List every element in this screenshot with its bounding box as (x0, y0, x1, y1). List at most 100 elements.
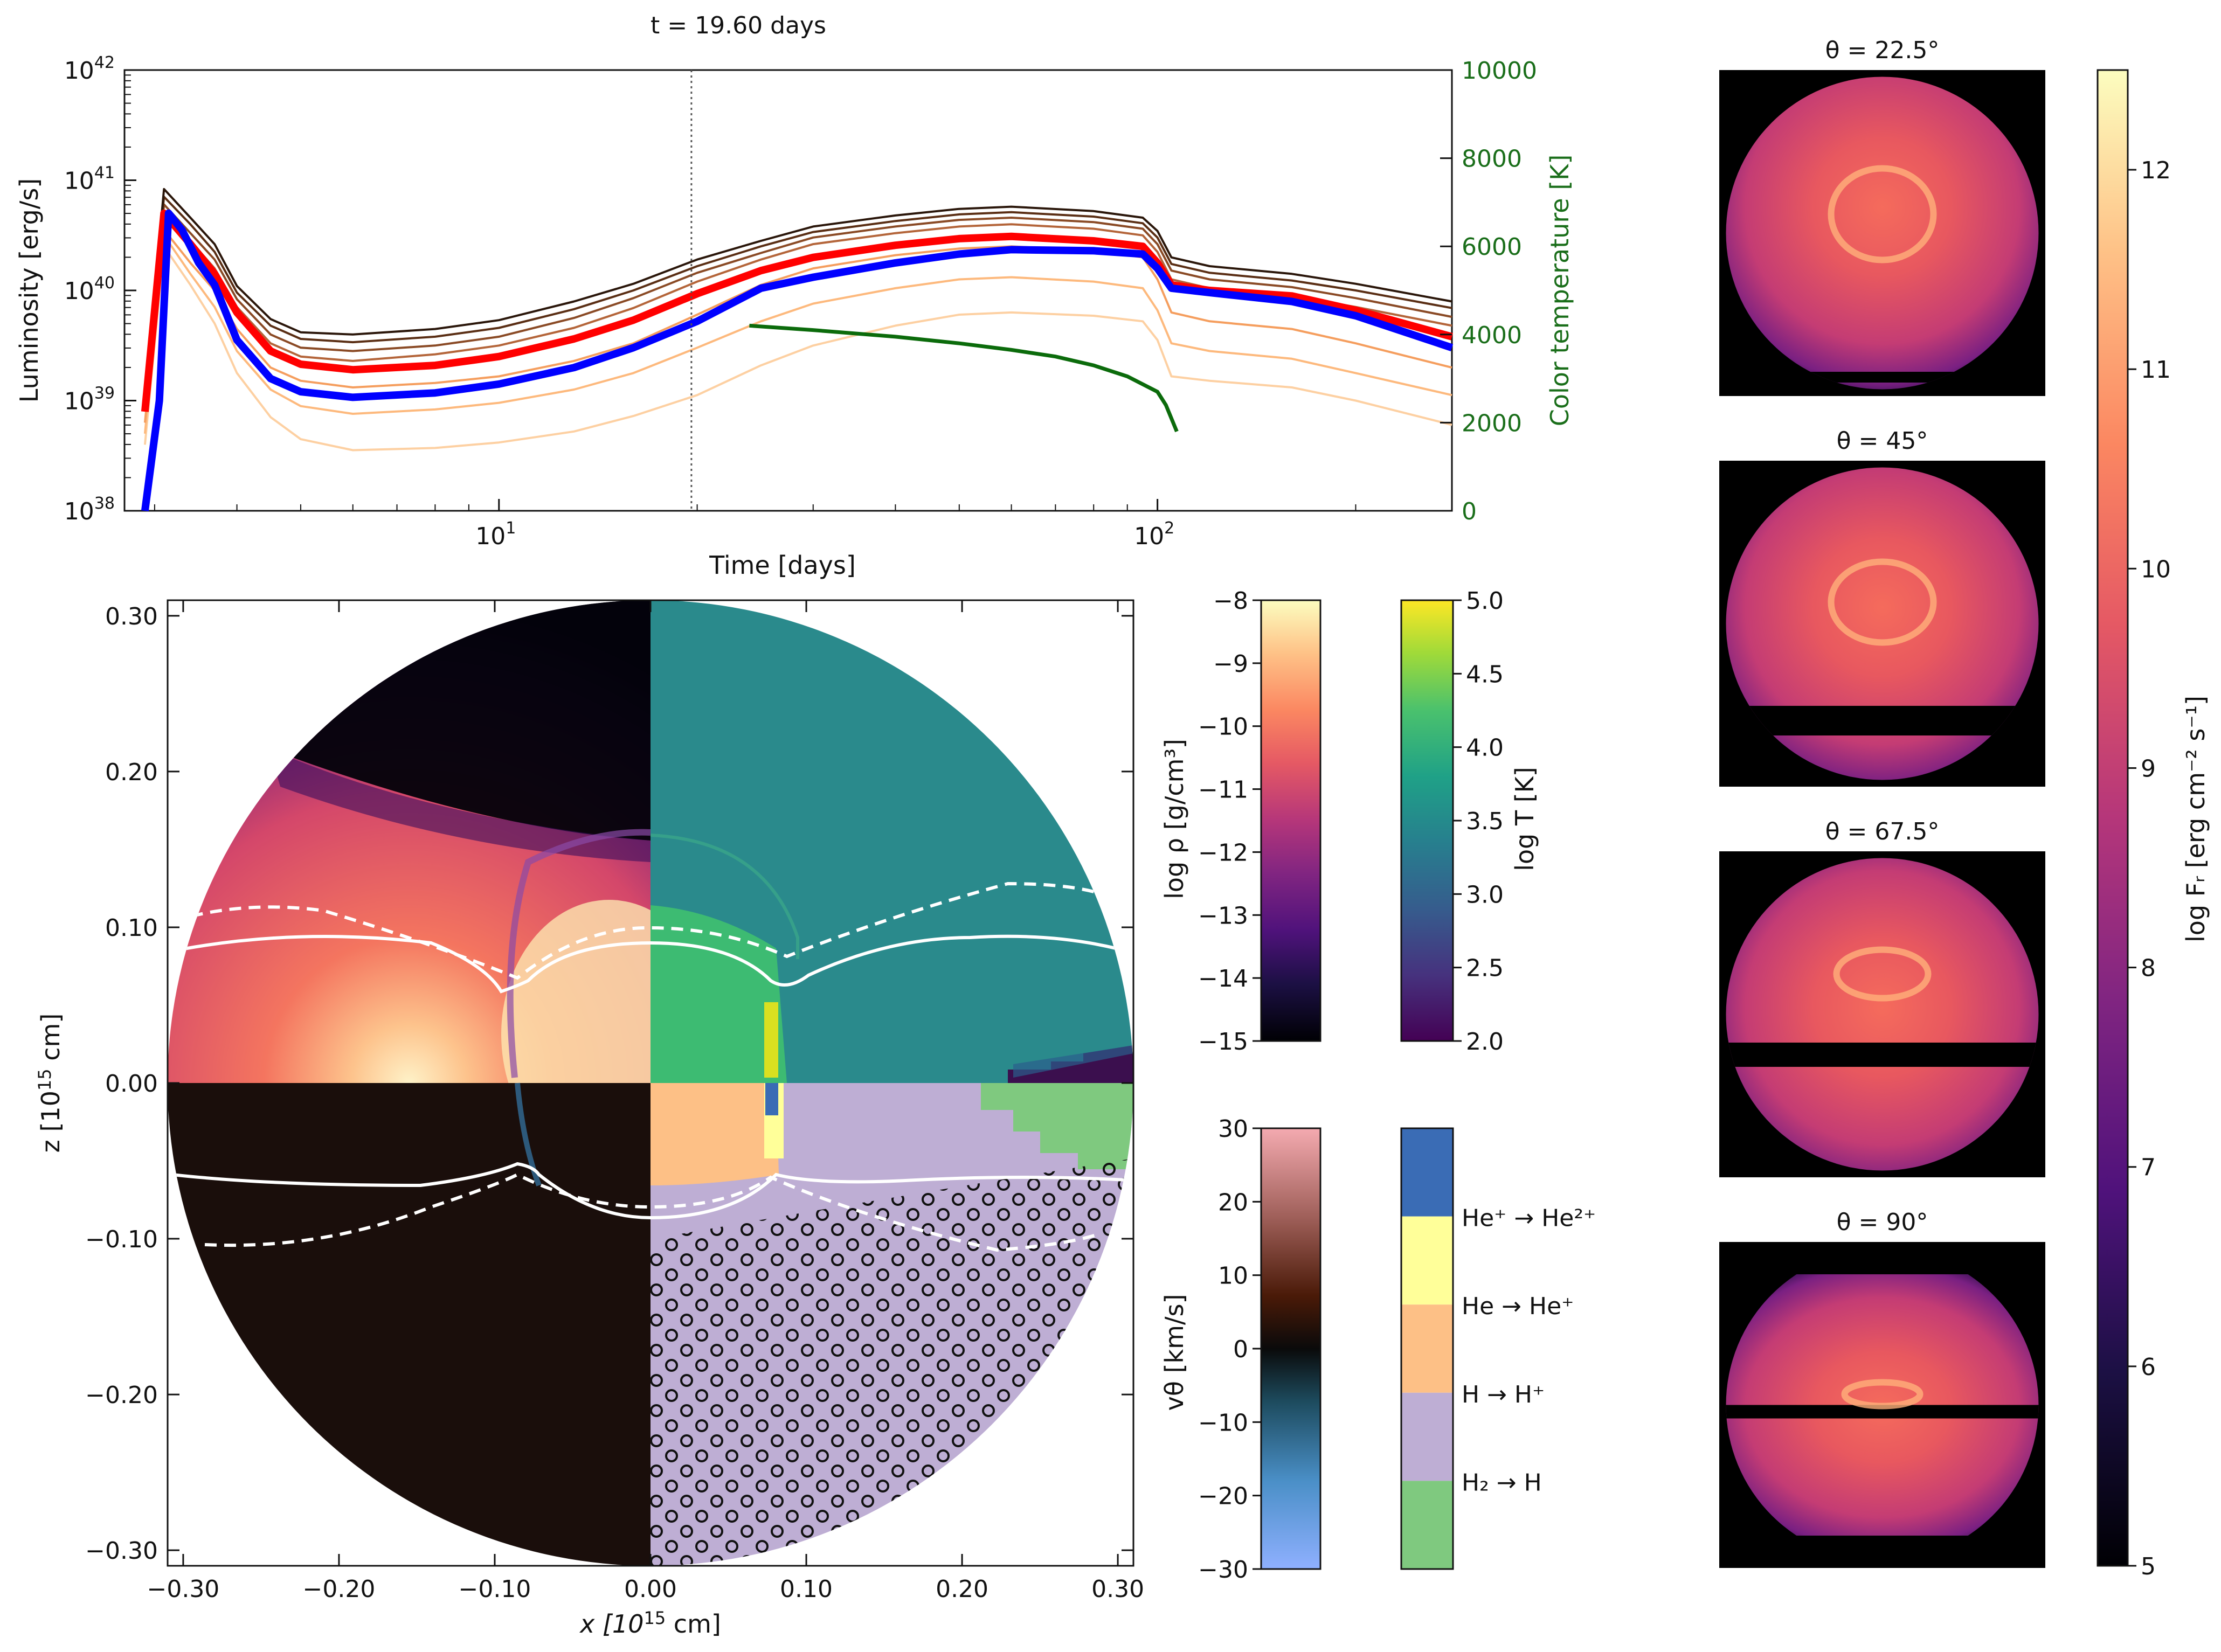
y-tick-label: 1039 (64, 384, 115, 415)
density-colorbar-ticks: −8 −9 −10 −11 −12 −13 −14 −15 (1198, 587, 1261, 1056)
colorbar-tick-label: 2.0 (1466, 1028, 1504, 1056)
slice-x-tick-label: −0.10 (459, 1575, 531, 1603)
luminosity-series-3 (143, 212, 1452, 412)
velocity-colorbar-ticks: 30 20 10 0 −10 −20 −30 (1198, 1115, 1261, 1584)
light-curve-ticks: 1038 1039 1040 1041 1042 0 2000 4000 6000 8000 100… (64, 53, 1537, 550)
density-colorbar: −8 −9 −10 −11 −12 −13 −14 −15 log ρ [g/cm³] (1160, 587, 1321, 1056)
colorbar-tick-label: 0 (1233, 1336, 1248, 1363)
flux-map-title: θ = 22.5° (1825, 37, 1940, 64)
density-colorbar-label: log ρ [g/cm³] (1160, 739, 1189, 899)
flux-map-panel: θ = 67.5° (1719, 818, 2045, 1177)
light-curve-ylabel: Luminosity [erg/s] (15, 178, 44, 402)
flux-map-ring (1828, 165, 1937, 263)
slice-y-tick-label: −0.20 (85, 1382, 158, 1409)
y-tick-label: 1040 (64, 274, 115, 305)
contour-dashed-bottom (204, 1172, 1100, 1252)
ionization-colorbar-segments: He⁺ → He²⁺ He → He⁺ H → H⁺ H₂ → H (1401, 1128, 1596, 1569)
colorbar-tick-label: 11 (2141, 356, 2171, 384)
colorbar-tick-label: 9 (2141, 755, 2156, 782)
slice-x-tick-label: −0.30 (147, 1575, 219, 1603)
colorbar-tick-label: 5 (2141, 1553, 2156, 1580)
ionization-label: He → He⁺ (1462, 1293, 1574, 1320)
colorbar-tick-label: −11 (1198, 776, 1248, 804)
flux-map-title: θ = 67.5° (1825, 818, 1940, 845)
colorbar-tick-label: 5.0 (1466, 587, 1504, 615)
ionization-colorbar: He⁺ → He²⁺ He → He⁺ H → H⁺ H₂ → H (1400, 1127, 1596, 1570)
luminosity-series-1 (143, 234, 1452, 434)
flux-colorbar-label: log Fᵣ [erg cm⁻² s⁻¹] (2181, 696, 2210, 942)
colorbar-tick-label: −8 (1213, 587, 1248, 615)
luminosity-series-6 (143, 188, 1452, 395)
colorbar-tick-label: −15 (1198, 1028, 1248, 1056)
ionization-segment (1401, 1304, 1453, 1393)
contour-solid-top (172, 934, 1127, 994)
light-curve-series-group (141, 70, 1454, 511)
y-tick-label: 1042 (64, 53, 115, 85)
flux-map-title: θ = 90° (1837, 1209, 1928, 1236)
flux-colorbar: 12 11 10 9 8 7 6 5 log Fᵣ [erg cm⁻² s⁻¹] (2097, 69, 2210, 1580)
colorbar-tick-label: 4.0 (1466, 734, 1504, 762)
y-tick-label: 1038 (64, 494, 115, 525)
y2-tick-label: 6000 (1462, 233, 1522, 261)
luminosity-series-0 (143, 245, 1452, 452)
colorbar-tick-label: 3.5 (1466, 808, 1504, 835)
x-tick-label: 101 (475, 519, 516, 550)
colorbar-tick-label: −20 (1198, 1483, 1248, 1510)
slice-y-tick-label: −0.10 (85, 1226, 158, 1253)
y2-tick-label: 10000 (1462, 57, 1537, 85)
contour-dashed-top (172, 881, 1111, 980)
slice-x-tick-label: 0.30 (1091, 1575, 1144, 1603)
light-curve-xlabel: Time [days] (709, 551, 856, 580)
colorbar-tick-label: −10 (1198, 713, 1248, 741)
luminosity-series-7 (141, 209, 1453, 412)
temperature-colorbar-label: log T [K] (1510, 767, 1539, 871)
ionization-label: He⁺ → He²⁺ (1462, 1205, 1596, 1232)
contour-solid-bottom (172, 1162, 1127, 1220)
ionization-quadrant (651, 1083, 1133, 1566)
slice-x-tick-label: 0.20 (936, 1575, 988, 1603)
colorbar-tick-label: 10 (1218, 1262, 1248, 1290)
colorbar-tick-label: 6 (2141, 1353, 2156, 1381)
flux-colorbar-ticks: 12 11 10 9 8 7 6 5 (2128, 157, 2171, 1580)
velocity-quadrant (168, 1082, 651, 1566)
ionization-segment (1401, 1128, 1453, 1217)
luminosity-series-4 (143, 203, 1452, 406)
colorbar-tick-label: −9 (1213, 650, 1248, 678)
flux-map-ring (1841, 1379, 1924, 1410)
flux-map-ring (1828, 558, 1937, 646)
y2-tick-label: 4000 (1462, 322, 1522, 349)
ionization-segment (1401, 1481, 1453, 1569)
figure-title: t = 19.60 days (651, 12, 826, 39)
slice-xlabel: x [1015 cm] (579, 1608, 721, 1639)
colorbar-tick-label: 3.0 (1466, 881, 1504, 908)
flux-map-image (1726, 77, 2039, 390)
light-curve-panel: 1038 1039 1040 1041 1042 0 2000 4000 6000 8000 100… (15, 53, 1574, 580)
colorbar-tick-label: 10 (2141, 556, 2171, 583)
colorbar-tick-label: −30 (1198, 1556, 1248, 1584)
y2-tick-label: 0 (1462, 498, 1477, 525)
y2-tick-label: 2000 (1462, 409, 1522, 437)
color-temperature-series (749, 323, 1179, 433)
colorbar-tick-label: 30 (1218, 1115, 1248, 1143)
slice-ticks: −0.30 −0.20 −0.10 0.00 0.10 0.20 0.30 −0.30 −0.2… (85, 600, 1144, 1603)
colorbar-tick-label: −14 (1198, 965, 1248, 992)
velocity-colorbar-label: vθ [km/s] (1160, 1294, 1189, 1411)
flux-map-panel: θ = 45° (1719, 427, 2045, 787)
slice-y-tick-label: −0.30 (85, 1537, 158, 1565)
flux-map-title: θ = 45° (1837, 427, 1928, 455)
luminosity-series-8 (141, 209, 1454, 511)
luminosity-series-5 (143, 196, 1452, 401)
flux-map-panel: θ = 22.5° (1719, 37, 2045, 396)
slice-x-tick-label: 0.10 (780, 1575, 833, 1603)
colorbar-tick-label: 12 (2141, 157, 2171, 184)
colorbar-tick-label: 8 (2141, 955, 2156, 982)
ionization-segment (1401, 1392, 1453, 1481)
slice-ylabel: z [1015 cm] (34, 1014, 65, 1153)
flux-map-shadow-band (1726, 1043, 2039, 1067)
slice-x-tick-label: 0.00 (624, 1575, 677, 1603)
color-temperature-ylabel: Color temperature [K] (1545, 155, 1574, 427)
colorbar-tick-label: 4.5 (1466, 661, 1504, 688)
y-tick-label: 1041 (64, 164, 115, 195)
colorbar-tick-label: −13 (1198, 902, 1248, 929)
flux-map-panel: θ = 90° (1719, 1209, 2045, 1568)
